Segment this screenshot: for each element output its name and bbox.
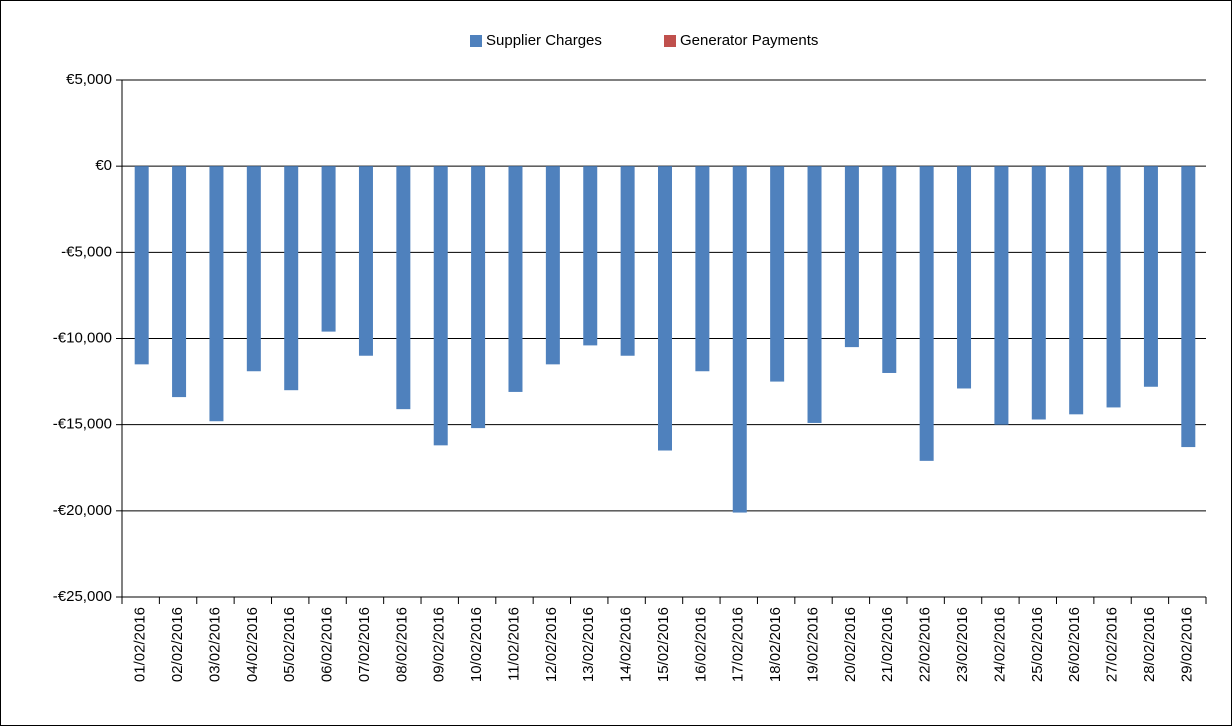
x-tick-label: 19/02/2016 <box>804 607 821 682</box>
x-tick-label: 21/02/2016 <box>879 607 896 682</box>
bar <box>1031 166 1046 420</box>
bar <box>807 166 822 423</box>
x-tick-label: 17/02/2016 <box>730 607 747 682</box>
bar <box>620 166 635 356</box>
x-tick-label: 22/02/2016 <box>917 607 934 682</box>
x-tick-label: 11/02/2016 <box>505 607 522 681</box>
bar <box>1143 166 1158 387</box>
legend-swatch <box>470 35 482 47</box>
x-tick-label: 23/02/2016 <box>954 607 971 682</box>
bar <box>246 166 261 372</box>
bar <box>471 166 486 429</box>
bar <box>508 166 523 392</box>
bar <box>134 166 149 365</box>
x-tick-label: 15/02/2016 <box>655 607 672 682</box>
x-tick-label: 28/02/2016 <box>1141 607 1158 682</box>
x-tick-label: 25/02/2016 <box>1029 607 1046 682</box>
x-tick-label: 05/02/2016 <box>281 607 298 682</box>
legend-label: Supplier Charges <box>486 32 602 49</box>
y-tick-label: €5,000 <box>66 71 112 88</box>
x-tick-label: 13/02/2016 <box>580 607 597 682</box>
x-tick-label: 26/02/2016 <box>1066 607 1083 682</box>
bar <box>844 166 859 348</box>
x-tick-label: 01/02/2016 <box>132 607 149 682</box>
bar <box>732 166 747 513</box>
x-tick-label: 02/02/2016 <box>169 607 186 682</box>
bar <box>658 166 672 451</box>
bar <box>919 166 934 461</box>
x-tick-label: 18/02/2016 <box>767 607 784 682</box>
x-tick-label: 04/02/2016 <box>244 607 261 682</box>
x-tick-label: 03/02/2016 <box>206 607 223 682</box>
x-tick-label: 09/02/2016 <box>431 607 448 682</box>
bar <box>209 166 224 422</box>
bar <box>770 166 785 382</box>
legend-swatch <box>664 35 676 47</box>
x-tick-label: 10/02/2016 <box>468 607 485 682</box>
bar <box>1069 166 1084 415</box>
bar <box>358 166 373 356</box>
bar <box>1106 166 1121 408</box>
bar <box>396 166 411 410</box>
bar <box>545 166 560 365</box>
x-tick-label: 12/02/2016 <box>543 607 560 682</box>
bar <box>433 166 448 446</box>
y-tick-label: -€25,000 <box>53 588 112 605</box>
bar <box>583 166 598 346</box>
x-tick-label: 06/02/2016 <box>319 607 336 682</box>
y-tick-label: €0 <box>95 157 112 174</box>
bar <box>695 166 710 372</box>
x-tick-label: 29/02/2016 <box>1178 607 1195 682</box>
x-tick-label: 07/02/2016 <box>356 607 373 682</box>
y-tick-label: -€20,000 <box>53 502 112 519</box>
x-tick-label: 27/02/2016 <box>1104 607 1121 682</box>
bar <box>1181 166 1196 448</box>
x-tick-label: 14/02/2016 <box>618 607 635 682</box>
x-tick-label: 16/02/2016 <box>692 607 709 682</box>
y-tick-label: -€15,000 <box>53 416 112 433</box>
bar <box>284 166 299 391</box>
x-tick-label: 20/02/2016 <box>842 607 859 682</box>
bar <box>321 166 336 332</box>
bar <box>994 166 1009 425</box>
bar <box>172 166 187 398</box>
bar <box>957 166 972 389</box>
y-tick-label: -€5,000 <box>61 243 112 260</box>
bar <box>882 166 897 373</box>
legend-label: Generator Payments <box>680 32 818 49</box>
x-tick-label: 24/02/2016 <box>991 607 1008 682</box>
y-tick-label: -€10,000 <box>53 329 112 346</box>
x-tick-label: 08/02/2016 <box>393 607 410 682</box>
